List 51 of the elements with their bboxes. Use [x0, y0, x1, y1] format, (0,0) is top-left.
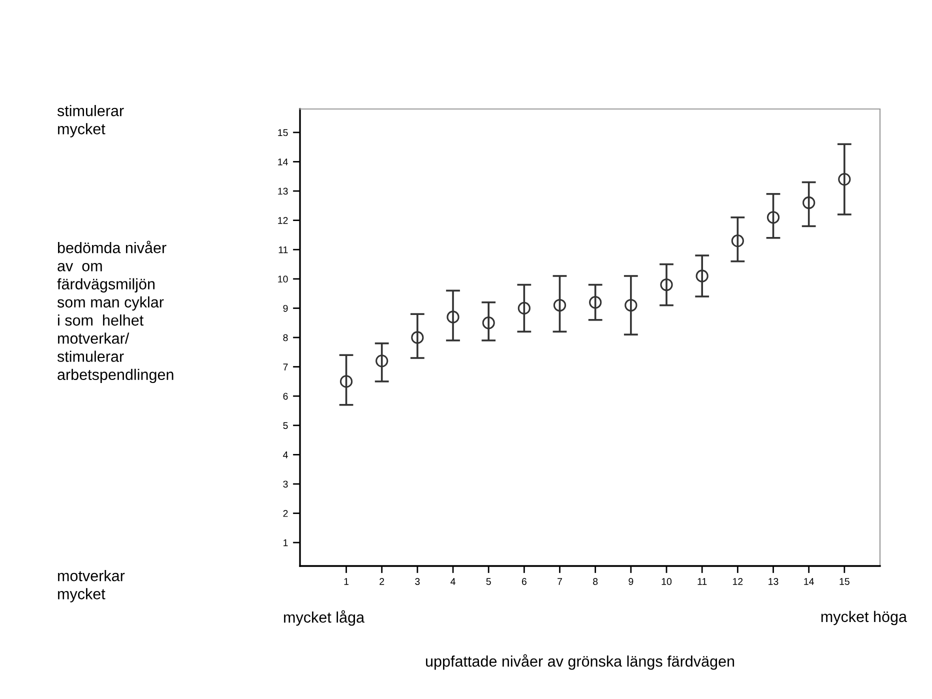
text: bedömda nivåer av om färdvägsmiljön som man cyklar i som helhet motverkar/ stimulerar arbetspendlingen: [57, 240, 174, 384]
text: stimulerar mycket: [57, 105, 124, 138]
point: [411, 331, 424, 344]
x-tick-label: 4: [450, 578, 456, 585]
point: [802, 196, 816, 210]
x-tick-label: 5: [486, 578, 491, 585]
x-tick-label: 10: [662, 578, 672, 585]
x-tick-label: 6: [522, 578, 526, 585]
x-tick-label: 1: [344, 578, 348, 585]
x-tick-label: 7: [558, 578, 562, 585]
x-tick-label: 8: [593, 578, 598, 585]
y-tick-label: 7: [283, 364, 288, 370]
point: [589, 296, 602, 309]
y-tick-label: 4: [283, 452, 288, 458]
y-tick-label: 6: [283, 392, 288, 400]
x-tick-label: 13: [768, 578, 778, 585]
point: [376, 354, 388, 368]
x-tick-label: 2: [380, 578, 384, 585]
x-tick-label: 3: [415, 578, 420, 585]
point: [696, 270, 708, 282]
x-tick-label: 9: [628, 578, 634, 585]
x-tick-label: 15: [840, 578, 850, 585]
x-tick-label: 14: [804, 578, 814, 585]
x-axis-title: uppfattade nivåer av grönska längs färdvägen: [426, 654, 734, 670]
point: [518, 302, 530, 315]
y-tick-label: 3: [283, 480, 288, 488]
point: [446, 310, 460, 324]
y-tick-label: 11: [278, 246, 288, 254]
point: [624, 298, 638, 312]
point: [766, 211, 780, 224]
y-tick-label: 13: [278, 188, 288, 195]
y-tick-label: 5: [283, 422, 288, 430]
point: [838, 172, 851, 186]
y-tick-label: 8: [283, 334, 288, 342]
text: mycket höga: [821, 610, 908, 626]
y-tick-label: 9: [283, 304, 288, 312]
point: [553, 298, 566, 312]
y-tick-label: 14: [278, 158, 288, 166]
point: [340, 375, 353, 388]
point: [660, 278, 673, 292]
y-tick-label: 10: [278, 276, 288, 283]
x-tick-label: 12: [733, 578, 743, 585]
point: [731, 234, 744, 248]
point: [482, 316, 495, 330]
x-tick-label: 11: [698, 578, 707, 585]
y-tick-label: 15: [278, 129, 288, 136]
text: motverkar mycket: [58, 570, 125, 602]
y-tick-label: 2: [283, 510, 288, 517]
y-tick-label: 12: [278, 217, 288, 224]
text: mycket låga: [284, 610, 365, 626]
y-tick-label: 1: [284, 539, 288, 546]
